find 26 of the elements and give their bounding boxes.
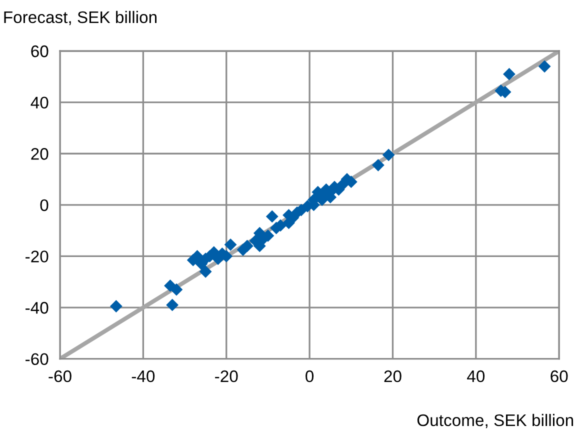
x-axis-title: Outcome, SEK billion <box>417 414 574 428</box>
x-tick-label: 0 <box>306 370 314 382</box>
x-tick-label: -60 <box>48 370 72 382</box>
y-tick-label: 40 <box>30 96 48 109</box>
x-tick-label: 40 <box>467 370 485 382</box>
x-tick-label: -40 <box>132 370 155 382</box>
y-tick-label: 60 <box>31 45 48 58</box>
y-tick-label: 20 <box>31 148 48 160</box>
point <box>199 265 212 278</box>
point <box>224 238 237 251</box>
point <box>166 298 179 312</box>
x-tick-label: 60 <box>550 370 568 382</box>
point <box>538 60 551 73</box>
point <box>266 210 278 223</box>
y-axis-title: Forecast, SEK billion <box>4 10 156 26</box>
point <box>170 283 183 296</box>
y-tick-label: -60 <box>26 353 48 366</box>
point <box>382 148 395 162</box>
y-tick-label: 0 <box>40 199 48 212</box>
point <box>372 158 384 172</box>
point <box>502 68 516 80</box>
x-tick-label: 20 <box>384 370 402 382</box>
x-tick-label: -20 <box>215 370 238 382</box>
y-tick-label: -20 <box>26 250 48 262</box>
y-tick-label: -40 <box>26 302 48 314</box>
point <box>110 300 122 312</box>
